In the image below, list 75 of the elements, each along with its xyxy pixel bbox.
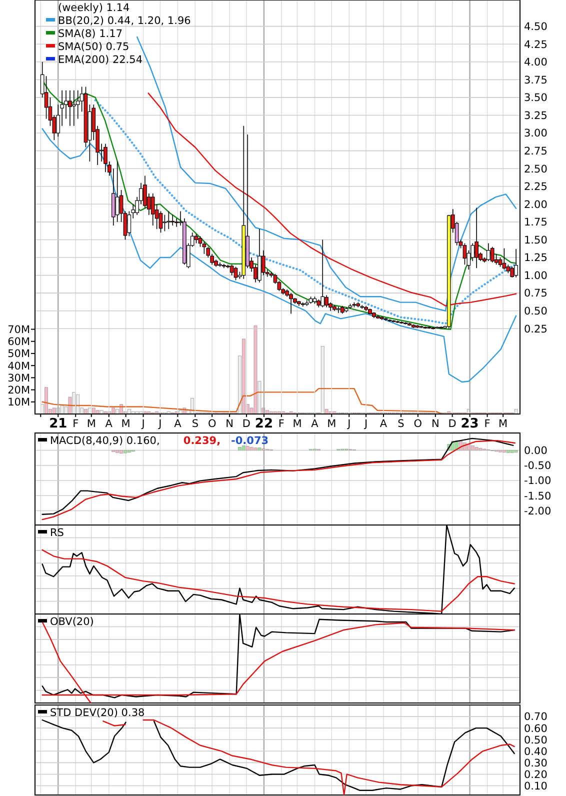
y-tick-label: 0.00	[524, 444, 548, 457]
x-tick-label: S	[192, 418, 199, 430]
x-tick-label: J	[346, 418, 351, 430]
chart-title: (weekly) 1.14	[58, 2, 130, 14]
x-tick-label: M	[292, 418, 302, 430]
x-tick-label: M	[327, 418, 336, 430]
y-tick-label: 3.50	[524, 92, 548, 104]
y-tick-label: 3.25	[524, 110, 548, 122]
x-tick-label: A	[105, 418, 114, 430]
y-tick-label: 4.50	[524, 20, 548, 33]
y-tick-label: 20M	[8, 384, 30, 396]
y-tick-label: 0.20	[524, 768, 548, 781]
legend-label: SMA(50) 0.75	[58, 41, 130, 53]
x-tick-label: J	[140, 418, 145, 430]
annotation: EMA(200) 22.54	[58, 54, 143, 66]
x-tick-label: S	[398, 418, 405, 430]
x-tick-label: D	[448, 418, 456, 430]
x-tick-label: O	[208, 418, 216, 430]
y-tick-label: 0.70	[524, 711, 548, 724]
x-tick-label: A	[380, 418, 388, 430]
x-tick-label: M	[498, 418, 508, 430]
x-tick-label: N	[431, 418, 440, 430]
x-tick-label: A	[174, 418, 182, 430]
y-tick-label: 1.00	[524, 270, 548, 282]
y-tick-label: 4.00	[524, 56, 548, 69]
x-tick-label: F	[72, 418, 79, 430]
y-tick-label: 2.00	[524, 198, 548, 211]
y-tick-label: 2.25	[524, 181, 548, 194]
x-tick-label: F	[278, 418, 284, 430]
x-tick-label: D	[242, 418, 251, 430]
y-tick-label: 1.75	[524, 216, 548, 229]
legend-label: MACD(8,40,9) 0.160,	[50, 435, 160, 447]
x-tick-label: A	[311, 418, 320, 430]
x-tick-label: O	[414, 418, 422, 430]
x-tick-label: F	[484, 418, 490, 430]
legend-label: STD DEV(20) 0.38	[50, 707, 145, 719]
y-tick-label: 2.75	[524, 145, 548, 158]
series-label: -0.073	[231, 435, 269, 447]
x-tick-label: 21	[49, 416, 68, 432]
text: 0.239,	[183, 435, 221, 447]
y-tick-label: -0.50	[524, 460, 552, 472]
y-tick-label: 40M	[8, 360, 30, 372]
x-tick-label: M	[121, 418, 130, 430]
legend-label: RS	[50, 527, 64, 539]
y-tick-label: 0.60	[524, 722, 548, 735]
y-tick-label: 1.25	[524, 252, 548, 264]
y-tick-label: 0.75	[524, 288, 548, 300]
y-tick-label: 0.50	[524, 306, 548, 318]
y-tick-label: 0.10	[524, 780, 548, 792]
y-tick-label: 0.50	[524, 734, 548, 746]
x-tick-label: N	[226, 418, 234, 430]
legend-label: SMA(8) 1.17	[58, 28, 122, 40]
y-tick-label: 70M	[8, 324, 30, 336]
x-tick-label: 23	[460, 416, 479, 432]
y-tick-label: 10M	[8, 396, 30, 409]
y-tick-label: 3.00	[524, 128, 548, 140]
legend-label: BB(20,2) 0.44, 1.20, 1.96	[58, 15, 192, 27]
y-tick-label: 0.40	[524, 746, 548, 758]
x-tick-label: M	[86, 418, 96, 430]
y-tick-label: 1.50	[524, 234, 548, 246]
y-tick-label: 50M	[8, 348, 30, 360]
y-tick-label: -1.50	[524, 490, 552, 502]
x-tick-label: 22	[254, 416, 274, 432]
y-tick-label: 4.25	[524, 38, 548, 51]
x-tick-label: J	[158, 418, 162, 430]
x-tick-label: J	[363, 418, 368, 430]
text: OBV(20)	[50, 616, 94, 628]
y-tick-label: -2.00	[524, 505, 552, 518]
y-tick-label: 0.30	[524, 757, 548, 770]
y-tick-label: 2.50	[524, 163, 548, 176]
y-tick-label: 3.75	[524, 74, 548, 86]
y-tick-label: 0.25	[524, 323, 548, 336]
y-tick-label: 60M	[8, 336, 30, 348]
y-tick-label: -1.00	[524, 475, 552, 488]
y-tick-label: 30M	[8, 372, 30, 384]
